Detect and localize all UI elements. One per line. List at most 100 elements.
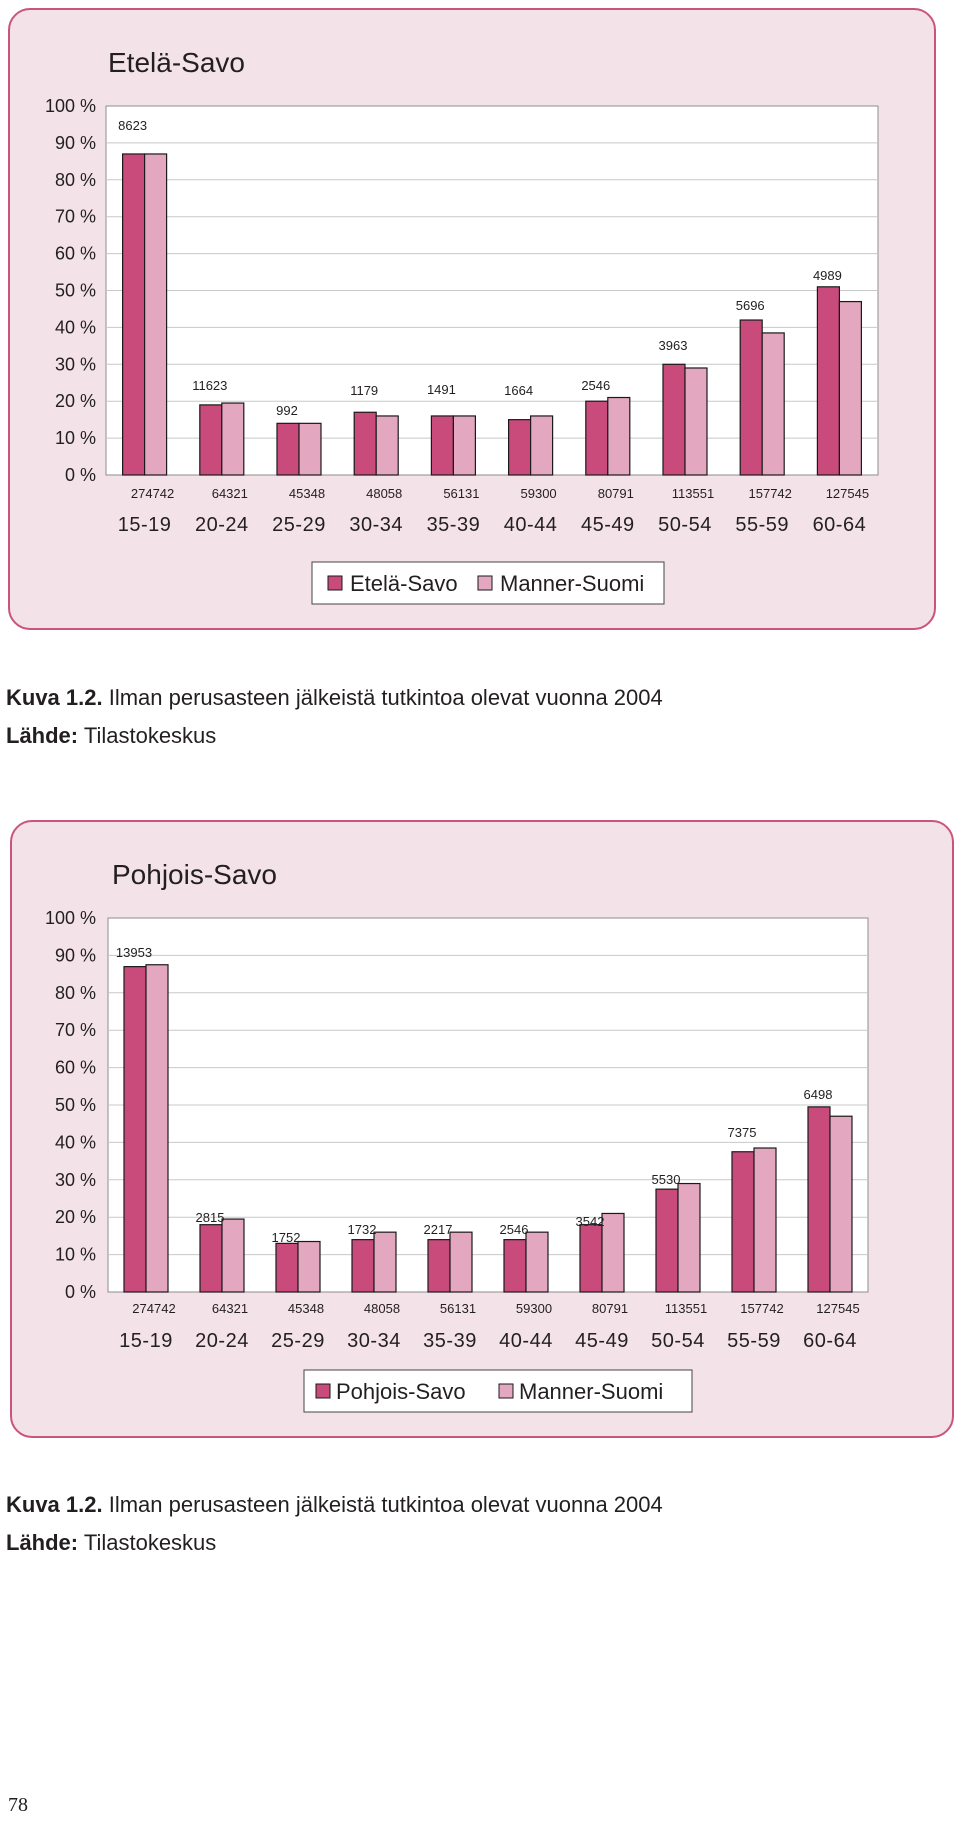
category-label: 15-19 <box>119 1330 173 1352</box>
category-label: 45-49 <box>581 514 635 536</box>
bar-count-label: 3542 <box>576 1214 605 1229</box>
chart-panel-etela-savo: Etelä-Savo 0 % 10 % 20 % 30 % 40 % 50 % 60 % 70 … <box>8 8 936 630</box>
legend-swatch <box>315 1383 331 1399</box>
population-label: 127545 <box>816 1301 859 1316</box>
category-label: 40-44 <box>499 1330 553 1352</box>
page-number: 78 <box>8 1794 28 1816</box>
category-label: 50-54 <box>651 1330 705 1352</box>
y-tick-label: 40 % <box>55 317 96 337</box>
chart-etela-savo: Etelä-Savo 0 % 10 % 20 % 30 % 40 % 50 % 60 % 70 … <box>45 47 879 605</box>
population-label: 45348 <box>289 486 325 501</box>
bar-etelä-savo <box>353 411 377 476</box>
bar-manner-suomi <box>221 402 245 476</box>
bar-manner-suomi <box>449 1231 473 1293</box>
legend-label: Manner-Suomi <box>519 1379 663 1404</box>
chart-title: Etelä-Savo <box>108 47 245 78</box>
bar-pohjois-savo <box>427 1239 451 1293</box>
category-label: 25-29 <box>271 1330 325 1352</box>
caption-text: Ilman perusasteen jälkeistä tutkintoa ol… <box>102 1492 663 1517</box>
y-tick-label: 60 % <box>55 244 96 264</box>
category-label: 40-44 <box>504 514 558 536</box>
category-label: 20-24 <box>195 514 249 536</box>
y-tick-label: 0 % <box>65 1282 96 1302</box>
category-label: 30-34 <box>349 514 403 536</box>
bar-manner-suomi <box>298 422 322 476</box>
bar-count-label: 1491 <box>427 382 456 397</box>
population-label: 64321 <box>212 1301 248 1316</box>
population-label: 157742 <box>749 486 792 501</box>
source-label: Lähde: <box>6 723 79 748</box>
source-text: Tilastokeskus <box>78 1530 217 1555</box>
category-label: 50-54 <box>658 514 712 536</box>
population-label: 80791 <box>598 486 634 501</box>
bar-manner-suomi <box>838 300 863 476</box>
population-label: 64321 <box>212 486 248 501</box>
source-label: Lähde: <box>6 1530 79 1555</box>
y-tick-label: 40 % <box>55 1132 96 1152</box>
legend-swatch <box>498 1383 514 1399</box>
bar-count-label: 5530 <box>652 1172 681 1187</box>
bar-count-label: 5696 <box>736 298 765 313</box>
legend-label: Manner-Suomi <box>500 571 644 596</box>
category-label: 35-39 <box>427 514 481 536</box>
chart-panel-pohjois-savo: Pohjois-Savo 0 % 10 % 20 % 30 % 40 % 50 % 60 % 7… <box>10 820 954 1438</box>
bar-manner-suomi <box>753 1147 777 1293</box>
category-label: 20-24 <box>195 1330 249 1352</box>
category-label: 35-39 <box>423 1330 477 1352</box>
bar-etelä-savo <box>276 422 300 476</box>
bar-pohjois-savo <box>731 1151 755 1293</box>
bar-manner-suomi <box>452 415 476 476</box>
bar-count-label: 1732 <box>348 1222 377 1237</box>
y-tick-label: 90 % <box>55 945 96 965</box>
y-tick-label: 20 % <box>55 1207 96 1227</box>
bar-count-label: 8623 <box>118 118 147 133</box>
bar-manner-suomi <box>373 1231 397 1293</box>
bar-etelä-savo <box>662 363 686 476</box>
population-label: 157742 <box>740 1301 783 1316</box>
bar-etelä-savo <box>508 419 532 476</box>
population-label: 274742 <box>131 486 174 501</box>
y-tick-label: 30 % <box>55 1170 96 1190</box>
y-tick-label: 30 % <box>55 354 96 374</box>
population-label: 48058 <box>366 486 402 501</box>
bar-count-label: 2217 <box>424 1222 453 1237</box>
population-label: 274742 <box>132 1301 175 1316</box>
bar-count-label: 1752 <box>272 1230 301 1245</box>
category-label: 30-34 <box>347 1330 401 1352</box>
bar-etelä-savo <box>585 400 609 476</box>
bar-etelä-savo <box>121 153 146 476</box>
population-label: 56131 <box>443 486 479 501</box>
bar-count-label: 2546 <box>581 378 610 393</box>
bar-pohjois-savo <box>503 1239 527 1293</box>
bar-pohjois-savo <box>199 1224 223 1293</box>
bar-manner-suomi <box>144 153 168 476</box>
legend-label: Pohjois-Savo <box>336 1379 466 1404</box>
y-tick-label: 50 % <box>55 281 96 301</box>
bar-manner-suomi <box>145 964 169 1293</box>
bar-manner-suomi <box>529 415 554 476</box>
population-label: 80791 <box>592 1301 628 1316</box>
source-line-1: Lähde: Tilastokeskus <box>6 722 216 750</box>
y-tick-label: 100 % <box>45 908 96 928</box>
legend-swatch <box>327 575 343 591</box>
bar-count-label: 1664 <box>504 383 533 398</box>
bar-etelä-savo <box>199 404 223 476</box>
bar-etelä-savo <box>816 286 841 476</box>
category-label: 60-64 <box>803 1330 857 1352</box>
figure-caption-2: Kuva 1.2. Ilman perusasteen jälkeistä tu… <box>6 1491 663 1519</box>
bar-count-label: 1179 <box>350 383 378 398</box>
bar-count-label: 7375 <box>728 1125 757 1140</box>
y-tick-label: 80 % <box>55 983 96 1003</box>
bar-manner-suomi <box>829 1115 853 1293</box>
bar-count-label: 13953 <box>116 945 152 960</box>
bar-count-label: 992 <box>276 403 298 418</box>
y-tick-label: 10 % <box>55 1245 96 1265</box>
population-label: 59300 <box>521 486 557 501</box>
bar-count-label: 11623 <box>192 378 227 393</box>
y-tick-label: 0 % <box>65 465 96 485</box>
population-label: 113551 <box>665 1301 707 1316</box>
bar-manner-suomi <box>221 1218 245 1293</box>
category-label: 55-59 <box>735 514 789 536</box>
category-label: 60-64 <box>813 514 867 536</box>
bar-count-label: 6498 <box>804 1087 833 1102</box>
